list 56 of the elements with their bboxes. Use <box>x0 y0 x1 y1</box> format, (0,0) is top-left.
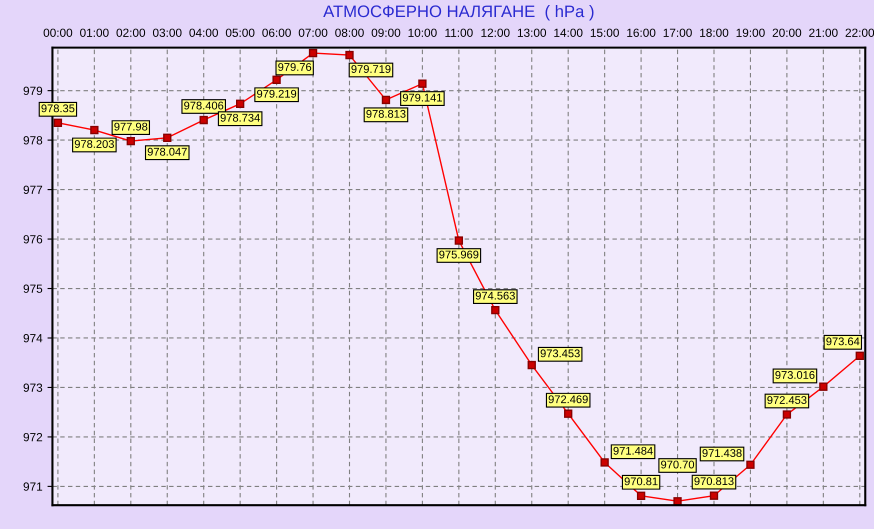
x-tick-label: 21:00 <box>809 28 838 37</box>
x-tick-label: 07:00 <box>298 28 328 37</box>
x-tick-label: 20:00 <box>772 28 802 37</box>
data-label: 978.734 <box>220 114 260 122</box>
x-tick-label: 15:00 <box>590 28 619 37</box>
y-tick-label: 972 <box>24 432 42 442</box>
y-tick-label: 975 <box>24 284 42 293</box>
x-tick-label: 08:00 <box>335 28 364 37</box>
x-tick-label: 18:00 <box>700 28 728 37</box>
x-tick-label: 02:00 <box>116 28 146 37</box>
data-label: 979.219 <box>257 90 296 98</box>
x-tick-label: 04:00 <box>189 28 218 37</box>
x-tick-label: 00:00 <box>44 28 72 37</box>
y-tick-label: 971 <box>24 482 42 491</box>
x-tick-label: 14:00 <box>554 28 583 37</box>
data-label: 974.563 <box>476 292 515 300</box>
data-label: 978.813 <box>366 110 406 118</box>
data-label: 972.469 <box>548 395 588 404</box>
data-label: 973.453 <box>540 349 580 358</box>
y-tick-label: 979 <box>24 86 42 96</box>
x-tick-label: 16:00 <box>627 28 656 37</box>
data-label: 973.016 <box>775 371 815 379</box>
x-tick-label: 06:00 <box>262 28 291 37</box>
x-tick-label: 05:00 <box>226 28 254 37</box>
data-label: 972.453 <box>767 396 806 404</box>
y-tick-label: 973 <box>24 383 42 392</box>
data-label: 971.438 <box>702 449 742 457</box>
x-tick-label: 17:00 <box>664 28 692 37</box>
data-label: 978.406 <box>184 102 224 110</box>
data-label: 970.70 <box>661 460 694 468</box>
x-tick-label: 22:00 <box>846 28 874 37</box>
x-tick-label: 13:00 <box>518 28 546 37</box>
data-label: 978.047 <box>148 148 187 156</box>
data-label: 979.141 <box>402 94 442 102</box>
y-tick-label: 976 <box>24 235 42 244</box>
y-tick-label: 977 <box>24 186 42 194</box>
y-tick-label: 978 <box>24 136 42 145</box>
data-label: 973.64 <box>826 337 860 346</box>
y-tick-label: 974 <box>24 334 42 342</box>
x-tick-label: 01:00 <box>80 28 109 37</box>
data-label: 970.813 <box>694 477 734 486</box>
data-label: 978.203 <box>74 140 114 148</box>
data-label: 979.76 <box>278 63 312 71</box>
data-label: 970.81 <box>624 477 658 486</box>
data-label: 979.719 <box>351 65 391 73</box>
data-label: 977.98 <box>114 122 148 131</box>
data-label: 975.969 <box>439 250 478 258</box>
data-label: 971.484 <box>614 446 653 455</box>
x-tick-label: 19:00 <box>736 28 765 37</box>
x-tick-label: 09:00 <box>372 28 400 37</box>
x-tick-label: 12:00 <box>481 28 510 37</box>
chart-title: АТМОСФЕРНО НАЛЯГАНЕ ( hPa ) <box>323 4 594 21</box>
x-tick-label: 11:00 <box>445 28 473 37</box>
x-tick-label: 10:00 <box>408 28 437 37</box>
x-tick-label: 03:00 <box>152 28 182 37</box>
data-label: 978.35 <box>41 104 74 112</box>
